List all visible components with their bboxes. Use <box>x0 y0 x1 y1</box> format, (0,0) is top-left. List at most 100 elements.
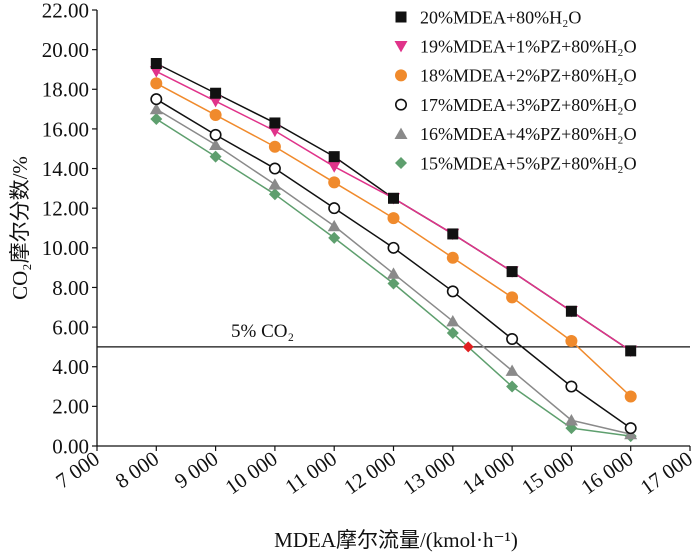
legend: 20%MDEA+80%H₂O 19%MDEA+1%PZ+80%H₂O 18%MDEA… <box>394 7 637 173</box>
y-tick-label: 4.00 <box>52 355 89 379</box>
legend-marker-circle <box>395 69 407 82</box>
x-tick-label: 14 000 <box>458 446 519 499</box>
series-5-point <box>564 414 578 426</box>
series-4-points <box>150 93 637 435</box>
reference-line-label: 5% CO₂ <box>231 321 294 342</box>
x-tick-label: 12 000 <box>339 446 400 499</box>
legend-item-5: 16%MDEA+4%PZ+80%H₂O <box>394 124 637 144</box>
series-4-point <box>446 285 459 298</box>
series-1-point <box>388 192 399 204</box>
x-tick-label: 11 000 <box>281 446 341 498</box>
y-tick-label: 12.00 <box>42 197 89 221</box>
series-4-point <box>328 202 341 215</box>
y-tick-label: 8.00 <box>52 276 89 300</box>
series-6-point <box>150 113 163 125</box>
legend-label: 18%MDEA+2%PZ+80%H₂O <box>420 66 637 86</box>
series-3-point <box>624 390 637 403</box>
legend-marker-triangle-down <box>394 41 408 53</box>
series-5-point <box>327 219 341 232</box>
series-3-point <box>506 291 519 304</box>
legend-marker-triangle-up <box>394 127 408 139</box>
x-tick-label: 10 000 <box>221 446 282 499</box>
series-5-point <box>446 314 460 327</box>
y-axis-ticks: 0.00 2.00 4.00 6.00 8.00 10.00 12.00 14.00 16.00… <box>42 0 97 458</box>
series-6-point <box>506 380 519 393</box>
y-tick-label: 18.00 <box>42 78 89 102</box>
series-6-point <box>446 327 459 340</box>
legend-label: 16%MDEA+4%PZ+80%H₂O <box>420 124 637 144</box>
legend-item-1: 20%MDEA+80%H₂O <box>395 7 581 27</box>
series-3-point <box>150 77 163 90</box>
legend-item-2: 19%MDEA+1%PZ+80%H₂O <box>394 37 637 57</box>
series-4-point <box>268 162 281 175</box>
series-4-point <box>624 422 637 435</box>
highlight-point-group <box>462 341 474 353</box>
legend-label: 19%MDEA+1%PZ+80%H₂O <box>420 37 637 57</box>
series-1-point <box>447 228 459 240</box>
y-tick-label: 16.00 <box>42 117 89 141</box>
y-tick-label: 14.00 <box>42 157 89 181</box>
series-1-point <box>210 87 222 99</box>
x-tick-label: 17 000 <box>636 446 697 499</box>
series-6-point <box>328 231 341 244</box>
series-3-point <box>446 251 459 264</box>
series-4-line <box>155 98 632 429</box>
series-3-point <box>268 140 281 153</box>
legend-label: 20%MDEA+80%H₂O <box>420 7 581 27</box>
reference-line-group: 5% CO₂ <box>97 321 690 348</box>
legend-item-4: 17%MDEA+3%PZ+80%H₂O <box>394 95 637 115</box>
series-4-point <box>209 128 222 141</box>
legend-label: 17%MDEA+3%PZ+80%H₂O <box>420 95 637 115</box>
y-tick-label: 0.00 <box>52 434 89 458</box>
series-6-point <box>209 150 222 163</box>
series-3-point <box>209 109 222 122</box>
series-1-point <box>269 117 281 129</box>
y-tick-label: 10.00 <box>42 236 89 260</box>
series-5-point <box>268 178 282 190</box>
series-6-point <box>387 277 400 290</box>
highlight-point-marker <box>462 341 474 353</box>
series-6-point <box>268 188 281 201</box>
series-5-point <box>387 267 400 279</box>
series-5-point <box>505 364 519 376</box>
series-3-points <box>150 77 637 403</box>
x-tick-label: 13 000 <box>399 446 460 499</box>
series-1-points <box>150 58 637 357</box>
series-2-point <box>209 95 223 108</box>
legend-marker-circle-open <box>394 98 407 111</box>
series-2-point <box>149 66 163 78</box>
series-5-point <box>149 102 163 115</box>
x-axis-title: MDEA摩尔流量/(kmol·h⁻¹) <box>274 528 518 552</box>
legend-marker-square <box>395 11 407 23</box>
x-tick-label: 15 000 <box>517 446 578 499</box>
series-1-point <box>565 305 577 317</box>
series-points <box>149 58 638 443</box>
x-tick-label: 9 000 <box>170 446 222 493</box>
series-1-point <box>506 266 518 278</box>
series-3-point <box>328 176 341 189</box>
legend-item-3: 18%MDEA+2%PZ+80%H₂O <box>395 66 637 86</box>
series-4-point <box>387 241 400 254</box>
series-2-point <box>268 125 282 138</box>
series-4-point <box>565 380 578 393</box>
series-1-point <box>625 345 637 357</box>
series-4-point <box>150 93 163 106</box>
series-5-point <box>209 138 223 150</box>
series-3-point <box>387 212 400 225</box>
series-4-point <box>506 332 519 345</box>
series-1-point <box>150 58 162 70</box>
y-tick-label: 20.00 <box>42 38 89 62</box>
legend-marker-diamond <box>395 157 407 169</box>
y-tick-label: 22.00 <box>42 0 89 22</box>
y-tick-label: 6.00 <box>52 315 89 339</box>
x-tick-label: 8 000 <box>111 446 163 493</box>
y-tick-label: 2.00 <box>52 395 89 419</box>
legend-item-6: 15%MDEA+5%PZ+80%H₂O <box>395 153 637 173</box>
series-3-point <box>565 334 578 347</box>
series-1-point <box>328 151 340 163</box>
series-2-point <box>327 161 341 173</box>
legend-label: 15%MDEA+5%PZ+80%H₂O <box>420 153 637 173</box>
x-tick-label: 16 000 <box>576 446 637 499</box>
